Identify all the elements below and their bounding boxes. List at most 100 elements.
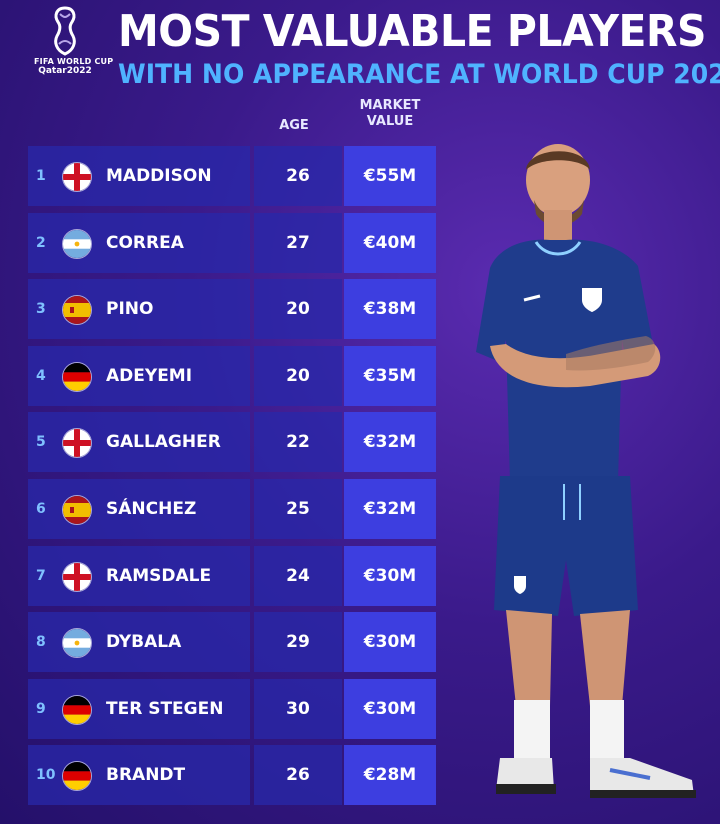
spain-flag-icon <box>62 295 92 326</box>
table-row: 3 PINO 20 €38M <box>28 279 440 340</box>
player-cell: 8 DYBALA <box>28 612 250 673</box>
page-title: MOST VALUABLE PLAYERS <box>118 6 707 57</box>
rank-number: 9 <box>36 700 46 717</box>
market-value-cell: €32M <box>344 412 436 473</box>
england-flag-icon <box>62 561 92 592</box>
market-value: €28M <box>363 765 417 786</box>
age-cell: 26 <box>254 745 342 806</box>
market-value: €30M <box>363 565 417 586</box>
table-row: 6 SÁNCHEZ 25 €32M <box>28 479 440 539</box>
rank-number: 7 <box>36 567 46 584</box>
market-value: €35M <box>363 365 417 386</box>
table-row: 1 MADDISON 26 €55M <box>28 146 440 206</box>
column-header-age: AGE <box>279 118 309 133</box>
age-cell: 20 <box>254 279 342 340</box>
rank-number: 4 <box>36 367 46 384</box>
market-value-cell: €30M <box>344 678 436 739</box>
market-value: €30M <box>363 698 417 719</box>
market-value-cell: €28M <box>344 745 436 806</box>
player-name: GALLAGHER <box>106 432 221 453</box>
player-age: 29 <box>286 632 310 653</box>
player-name: SÁNCHEZ <box>106 499 197 519</box>
table-row: 7 RAMSDALE 24 €30M <box>28 545 440 606</box>
age-cell: 30 <box>254 678 342 739</box>
age-cell: 20 <box>254 345 342 406</box>
market-value: €40M <box>363 232 417 253</box>
market-value: €32M <box>363 432 417 453</box>
england-flag-icon <box>62 162 92 192</box>
world-cup-emblem-icon <box>54 6 76 56</box>
argentina-flag-icon <box>62 228 92 259</box>
player-name: RAMSDALE <box>106 565 212 586</box>
table-row: 10 BRANDT 26 €28M <box>28 745 440 806</box>
age-cell: 24 <box>254 545 342 606</box>
player-age: 30 <box>286 698 310 719</box>
table-row: 2 CORREA 27 €40M <box>28 212 440 273</box>
age-cell: 25 <box>254 479 342 539</box>
player-name: CORREA <box>106 232 184 253</box>
player-age: 20 <box>286 365 310 386</box>
player-age: 22 <box>286 432 310 453</box>
logo-line-2: Qatar2022 <box>38 66 92 76</box>
market-value-cell: €38M <box>344 279 436 340</box>
player-cell: 3 PINO <box>28 279 250 340</box>
player-name: PINO <box>106 299 154 320</box>
rank-number: 3 <box>36 301 46 318</box>
player-age: 26 <box>286 166 310 186</box>
table-row: 9 TER STEGEN 30 €30M <box>28 678 440 739</box>
player-cell: 1 MADDISON <box>28 146 250 206</box>
player-cell: 7 RAMSDALE <box>28 545 250 606</box>
market-value-cell: €30M <box>344 612 436 673</box>
age-cell: 26 <box>254 146 342 206</box>
player-age: 25 <box>286 499 310 519</box>
england-flag-icon <box>62 428 92 459</box>
player-cell: 4 ADEYEMI <box>28 345 250 406</box>
germany-flag-icon <box>62 761 92 792</box>
age-cell: 22 <box>254 412 342 473</box>
page-subtitle: WITH NO APPEARANCE AT WORLD CUP 2022 <box>118 59 720 90</box>
player-name: DYBALA <box>106 632 182 653</box>
rank-number: 1 <box>36 168 46 184</box>
player-name: TER STEGEN <box>106 698 224 719</box>
market-value: €55M <box>363 166 417 186</box>
column-header-market-value-line-2: VALUE <box>366 114 414 129</box>
rank-number: 2 <box>36 234 46 251</box>
market-value-cell: €40M <box>344 212 436 273</box>
age-cell: 29 <box>254 612 342 673</box>
player-cell: 6 SÁNCHEZ <box>28 479 250 539</box>
market-value-cell: €30M <box>344 545 436 606</box>
column-header-market-value: MARKET VALUE <box>344 98 436 130</box>
market-value-cell: €32M <box>344 479 436 539</box>
argentina-flag-icon <box>62 628 92 659</box>
market-value-cell: €55M <box>344 146 436 206</box>
age-cell: 27 <box>254 212 342 273</box>
player-age: 27 <box>286 232 310 253</box>
logo-line-1: FIFA WORLD CUP <box>34 57 114 66</box>
market-value: €32M <box>363 499 417 519</box>
market-value: €38M <box>363 299 417 320</box>
table-row: 8 DYBALA 29 €30M <box>28 612 440 673</box>
player-cell: 9 TER STEGEN <box>28 678 250 739</box>
market-value-cell: €35M <box>344 345 436 406</box>
player-name: MADDISON <box>106 166 212 186</box>
germany-flag-icon <box>62 361 92 392</box>
player-age: 20 <box>286 299 310 320</box>
rank-number: 8 <box>36 634 46 651</box>
column-header-market-value-line-1: MARKET <box>359 98 421 113</box>
player-cell: 10 BRANDT <box>28 745 250 806</box>
player-name: ADEYEMI <box>106 365 193 386</box>
table-row: 5 GALLAGHER 22 €32M <box>28 412 440 473</box>
player-cell: 5 GALLAGHER <box>28 412 250 473</box>
table-row: 4 ADEYEMI 20 €35M <box>28 345 440 406</box>
player-cell: 2 CORREA <box>28 212 250 273</box>
spain-flag-icon <box>62 495 92 525</box>
rank-number: 6 <box>36 501 46 517</box>
market-value: €30M <box>363 632 417 653</box>
rank-number: 5 <box>36 434 46 451</box>
player-age: 26 <box>286 765 310 786</box>
germany-flag-icon <box>62 694 92 725</box>
player-age: 24 <box>286 565 310 586</box>
rank-number: 10 <box>36 767 56 784</box>
player-name: BRANDT <box>106 765 186 786</box>
player-photo <box>476 144 696 798</box>
